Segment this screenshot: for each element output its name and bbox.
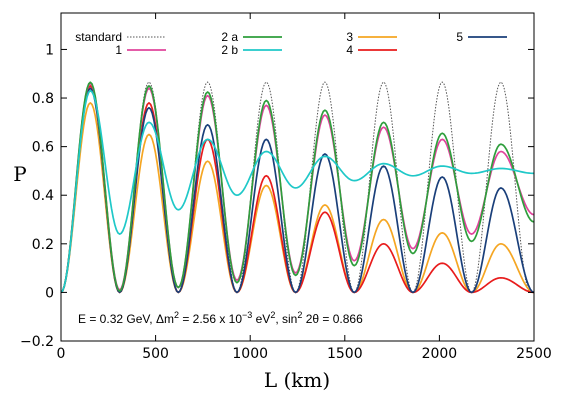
y-tick-label: 0.4 (32, 188, 54, 204)
series-curves (61, 81, 534, 294)
legend-label: 3 (346, 30, 353, 44)
y-tick-label: 0.6 (32, 140, 54, 156)
legend-label: standard (75, 30, 122, 44)
x-tick-label: 1000 (232, 346, 268, 362)
x-tick-label: 1500 (327, 346, 363, 362)
y-axis-title: P (13, 162, 26, 186)
legend-label: 5 (456, 30, 463, 44)
legend-label: 1 (115, 43, 122, 57)
x-tick-label: 2000 (422, 346, 458, 362)
y-tick-label: 0.8 (32, 91, 54, 107)
x-tick-label: 500 (142, 346, 169, 362)
series-line-2a (61, 81, 534, 294)
plot-frame (60, 12, 535, 342)
series-line-standard (61, 81, 531, 293)
series-line-3 (61, 102, 534, 294)
x-tick-label: 2500 (516, 346, 552, 362)
legend-label: 4 (346, 43, 353, 57)
parameter-annotation: E = 0.32 GeV, Δm2 = 2.56 x 10−3 eV2, sin… (78, 310, 363, 326)
x-tick-label: 0 (57, 346, 66, 362)
legend-label: 2 a (221, 30, 238, 44)
axis-ticks: 0 500 1000 1500 2000 2500−0.200.20.40.60.81 (20, 13, 552, 362)
y-tick-label: 1 (45, 42, 54, 58)
y-tick-label: 0.2 (32, 237, 54, 253)
series-line-2b (61, 89, 534, 294)
y-tick-label: −0.2 (20, 334, 54, 350)
y-tick-label: 0 (45, 285, 54, 301)
x-axis-title: L (km) (264, 368, 330, 392)
legend-label: 2 b (221, 43, 238, 57)
